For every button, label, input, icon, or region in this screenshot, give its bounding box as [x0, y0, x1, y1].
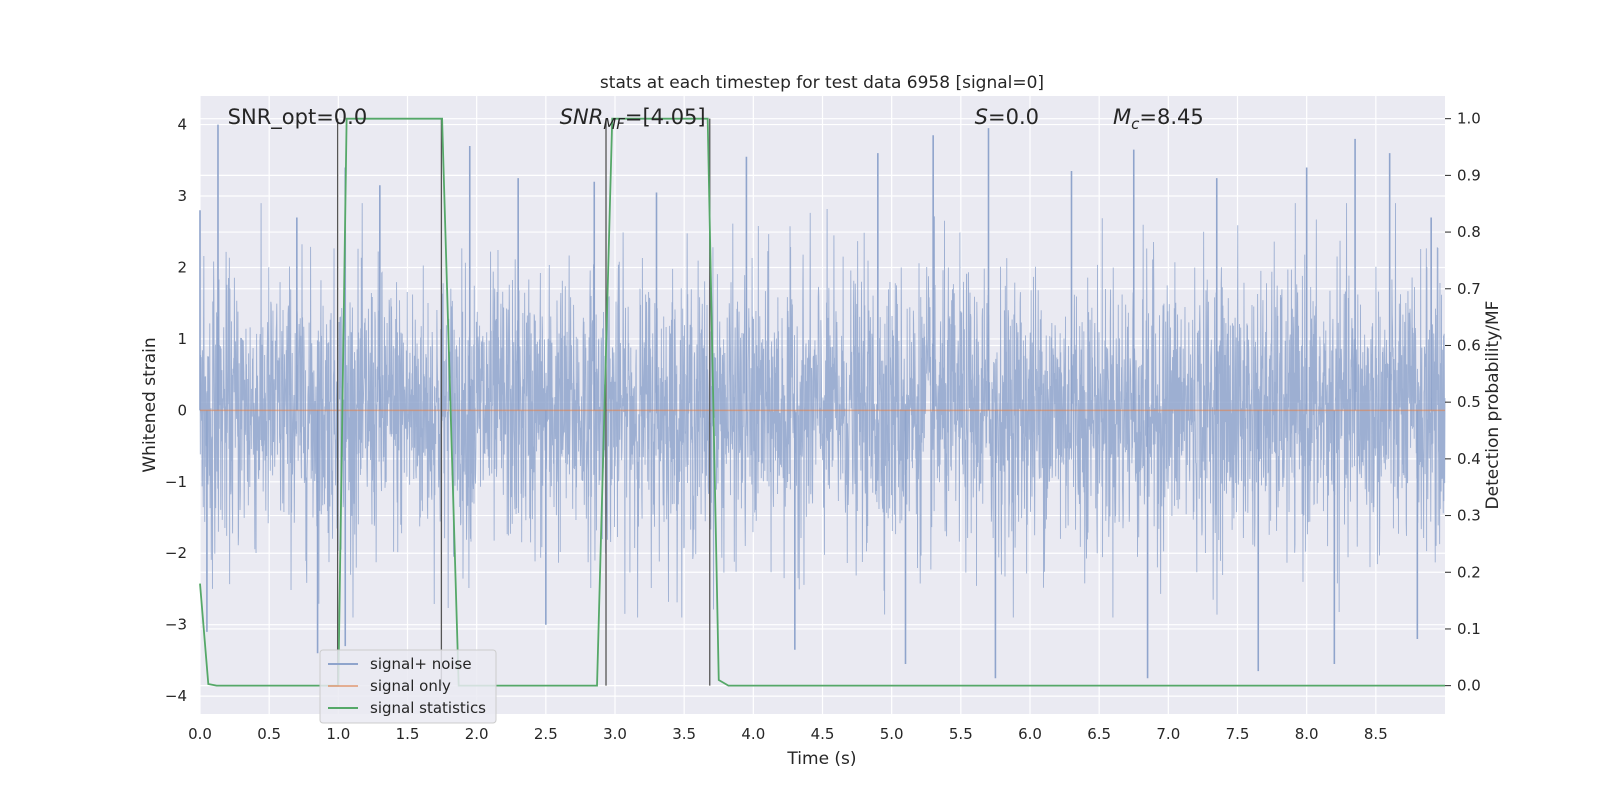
annotations: SNR_opt=0.0 SNRMF=[4.05] S=0.0 Mc=8.45: [228, 105, 1204, 133]
y-tick-label-6: 2: [177, 258, 187, 276]
x-tick-label-12: 6.0: [1018, 725, 1042, 743]
noise-trace: [199, 203, 1446, 618]
y2-tick-label-0: 0.0: [1457, 677, 1481, 695]
y-tick-label-2: −2: [165, 544, 187, 562]
x-tick-label-17: 8.5: [1364, 725, 1388, 743]
y-tick-label-4: 0: [177, 401, 187, 419]
y2-tick-label-2: 0.2: [1457, 563, 1481, 581]
x-tick-label-5: 2.5: [534, 725, 558, 743]
x-tick-label-9: 4.5: [811, 725, 835, 743]
y2-tick-label-4: 0.4: [1457, 450, 1481, 468]
y2-tick-label-5: 0.5: [1457, 393, 1481, 411]
x-tick-label-3: 1.5: [396, 725, 420, 743]
x-tick-label-10: 5.0: [880, 725, 904, 743]
y2-tick-label-7: 0.7: [1457, 280, 1481, 298]
legend-entry-signal-statistics: signal statistics: [370, 699, 486, 717]
x-tick-label-8: 4.0: [741, 725, 765, 743]
chart-title: stats at each timestep for test data 695…: [600, 73, 1044, 93]
x-tick-label-16: 8.0: [1295, 725, 1319, 743]
y-tick-label-8: 4: [177, 116, 187, 134]
y2-tick-label-10: 1.0: [1457, 110, 1481, 128]
annotation-snr-opt: SNR_opt=0.0: [228, 105, 368, 130]
legend-entry-signal-noise: signal+ noise: [370, 655, 472, 673]
y2-axis-label: Detection probability/MF: [1483, 301, 1503, 510]
y-tick-label-7: 3: [177, 187, 187, 205]
annotation-snr-mf: SNRMF=[4.05]: [560, 105, 706, 133]
x-axis-label: Time (s): [786, 749, 856, 769]
y-tick-label-1: −3: [165, 616, 187, 634]
x-tick-label-11: 5.5: [949, 725, 973, 743]
y2-tick-label-8: 0.8: [1457, 223, 1481, 241]
x-tick-label-2: 1.0: [326, 725, 350, 743]
y-tick-label-0: −4: [165, 687, 187, 705]
series-signal-noise: [199, 124, 1446, 679]
x-tick-label-4: 2.0: [465, 725, 489, 743]
x-axis-ticks: 0.0 0.5 1.0 1.5 2.0 2.5 3.0 3.5 4.0 4.5 5.0 5.5 6.0 6…: [188, 725, 1388, 743]
y2-tick-label-6: 0.6: [1457, 336, 1481, 354]
y-axis-ticks: −4 −3 −2 −1 0 1 2 3 4: [165, 116, 187, 706]
x-tick-label-13: 6.5: [1087, 725, 1111, 743]
y2-tick-label-9: 0.9: [1457, 166, 1481, 184]
annotation-s: S=0.0: [975, 105, 1039, 129]
annotation-mc: Mc=8.45: [1113, 105, 1204, 133]
x-tick-label-15: 7.5: [1226, 725, 1250, 743]
x-tick-label-0: 0.0: [188, 725, 212, 743]
x-tick-label-6: 3.0: [603, 725, 627, 743]
x-tick-label-7: 3.5: [672, 725, 696, 743]
y-axis-label: Whitened strain: [140, 337, 160, 472]
y2-tick-label-1: 0.1: [1457, 620, 1481, 638]
x-tick-label-1: 0.5: [257, 725, 281, 743]
x-tick-label-14: 7.0: [1156, 725, 1180, 743]
legend: signal+ noise signal only signal statist…: [319, 649, 497, 724]
y2-axis-ticks: 0.0 0.1 0.2 0.3 0.4 0.5 0.6 0.7 0.8 0.9 1.0: [1445, 110, 1481, 695]
legend-box: [319, 649, 497, 724]
y-tick-label-5: 1: [177, 330, 187, 348]
y-tick-label-3: −1: [165, 473, 187, 491]
y2-tick-label-3: 0.3: [1457, 507, 1481, 525]
legend-entry-signal-only: signal only: [370, 677, 451, 695]
